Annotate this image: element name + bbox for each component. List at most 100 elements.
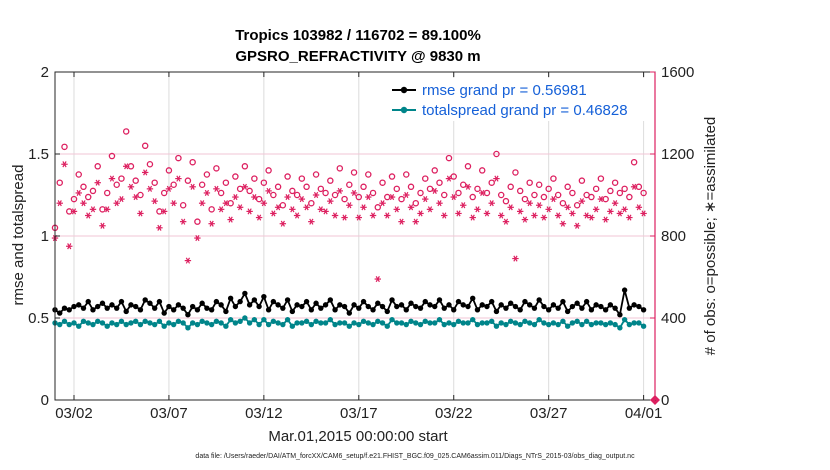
rmse-point — [104, 305, 110, 311]
assimilated-obs-marker — [388, 193, 396, 201]
assimilated-obs-marker — [626, 214, 633, 221]
totalspread-point — [460, 320, 466, 326]
possible-obs-marker — [422, 175, 429, 182]
rmse-point — [531, 305, 538, 311]
asterisk-stroke — [399, 218, 404, 225]
possible-obs-marker — [559, 199, 567, 207]
totalspread-point — [318, 320, 324, 326]
possible-obs-marker — [279, 201, 287, 209]
assimilated-obs-marker — [360, 204, 367, 211]
possible-obs-marker — [189, 158, 196, 166]
rmse-point — [246, 302, 253, 308]
possible-obs-marker — [80, 183, 87, 191]
rmse-point — [408, 300, 414, 306]
y2-axis-ticks: 0 400 800 1200 1600 — [650, 64, 694, 409]
rmse-point — [237, 298, 243, 305]
rmse-point — [550, 302, 557, 308]
possible-obs-marker — [445, 154, 453, 162]
asterisk-stroke — [285, 193, 290, 201]
assimilated-obs-marker — [327, 198, 334, 205]
possible-obs-marker — [118, 175, 125, 182]
assimilated-obs-marker — [270, 210, 277, 217]
assimilated-obs-marker — [422, 196, 429, 203]
possible-obs-marker — [564, 183, 571, 191]
x-tick-label: 03/02 — [55, 405, 93, 422]
totalspread-point — [57, 321, 63, 328]
totalspread-point — [498, 320, 504, 326]
rmse-point — [299, 303, 305, 310]
asterisk-stroke — [356, 214, 361, 221]
assimilated-obs-marker — [141, 169, 149, 176]
totalspread-point — [626, 321, 633, 328]
assimilated-obs-marker — [583, 212, 590, 219]
asterisk-stroke — [579, 198, 585, 205]
rmse-point — [460, 302, 466, 308]
possible-obs-marker — [284, 173, 291, 180]
rmse-point — [265, 307, 272, 313]
totalspread-point — [636, 320, 642, 326]
totalspread-point — [99, 320, 106, 326]
asterisk-stroke — [437, 200, 442, 207]
asterisk-stroke — [627, 214, 632, 221]
possible-obs-marker — [336, 165, 344, 172]
assimilated-obs-marker — [369, 212, 377, 219]
assimilated-obs-marker — [640, 210, 647, 217]
assimilated-obs-marker — [222, 200, 230, 207]
possible-obs-marker — [588, 193, 595, 201]
assimilated-obs-marker — [607, 208, 614, 215]
asterisk-stroke — [551, 196, 556, 203]
possible-obs-marker — [474, 185, 481, 193]
assimilated-obs-marker — [322, 208, 329, 215]
asterisk-stroke — [385, 212, 390, 219]
assimilated-obs-marker — [99, 222, 106, 229]
asterisk-stroke — [413, 218, 418, 225]
asterisk-stroke — [366, 193, 371, 201]
assimilated-obs-marker — [450, 193, 457, 201]
data-file-footnote: data file: /Users/raeder/DAI/ATM_forcXX/… — [195, 453, 635, 460]
assimilated-obs-marker — [597, 196, 605, 203]
possible-obs-marker — [355, 193, 363, 201]
totalspread-point — [341, 320, 348, 326]
asterisk-stroke — [608, 208, 613, 215]
rmse-point — [313, 300, 319, 306]
possible-obs-marker — [241, 163, 249, 170]
possible-obs-marker — [89, 187, 97, 195]
rmse-point — [583, 298, 590, 305]
assimilated-obs-marker — [255, 214, 263, 221]
asterisk-stroke — [128, 183, 134, 190]
totalspread-point — [389, 316, 395, 323]
asterisk-stroke — [427, 206, 433, 213]
totalspread-point — [517, 321, 523, 328]
rmse-point — [389, 297, 395, 303]
x-tick-label: 03/27 — [530, 405, 568, 422]
asterisk-stroke — [408, 204, 414, 211]
y-axis-label: rmse and totalspread — [10, 165, 27, 306]
totalspread-point — [365, 320, 371, 326]
possible-obs-marker — [436, 179, 443, 186]
x-tick-label: 03/07 — [150, 405, 188, 422]
assimilated-obs-marker — [512, 255, 519, 262]
assimilated-obs-marker — [569, 210, 576, 217]
assimilated-obs-marker — [56, 200, 63, 207]
y-axis-ticks: 0 0.5 1 1.5 2 — [28, 64, 60, 409]
y2-axis-label: # of obs: o=possible; ∗=assimilated — [702, 117, 719, 356]
asterisk-stroke — [95, 179, 100, 186]
asterisk-stroke — [67, 243, 72, 250]
possible-obs-marker — [222, 179, 230, 186]
possible-obs-marker — [417, 189, 424, 197]
rmse-point — [346, 310, 353, 316]
rmse-point — [640, 307, 647, 313]
rmse-point — [71, 303, 77, 310]
rmse-point — [256, 303, 262, 310]
assimilated-obs-marker — [213, 185, 220, 192]
assimilated-obs-marker — [198, 200, 206, 207]
totalspread-point — [289, 323, 296, 329]
asterisk-stroke — [380, 200, 385, 207]
totalspread-point — [199, 318, 205, 324]
legend: rmse grand pr = 0.56981 totalspread gran… — [388, 78, 648, 121]
asterisk-stroke — [214, 185, 219, 192]
asterisk-stroke — [86, 212, 91, 219]
possible-obs-marker — [70, 195, 78, 203]
totalspread-point — [451, 321, 457, 328]
rmse-point — [360, 298, 367, 305]
